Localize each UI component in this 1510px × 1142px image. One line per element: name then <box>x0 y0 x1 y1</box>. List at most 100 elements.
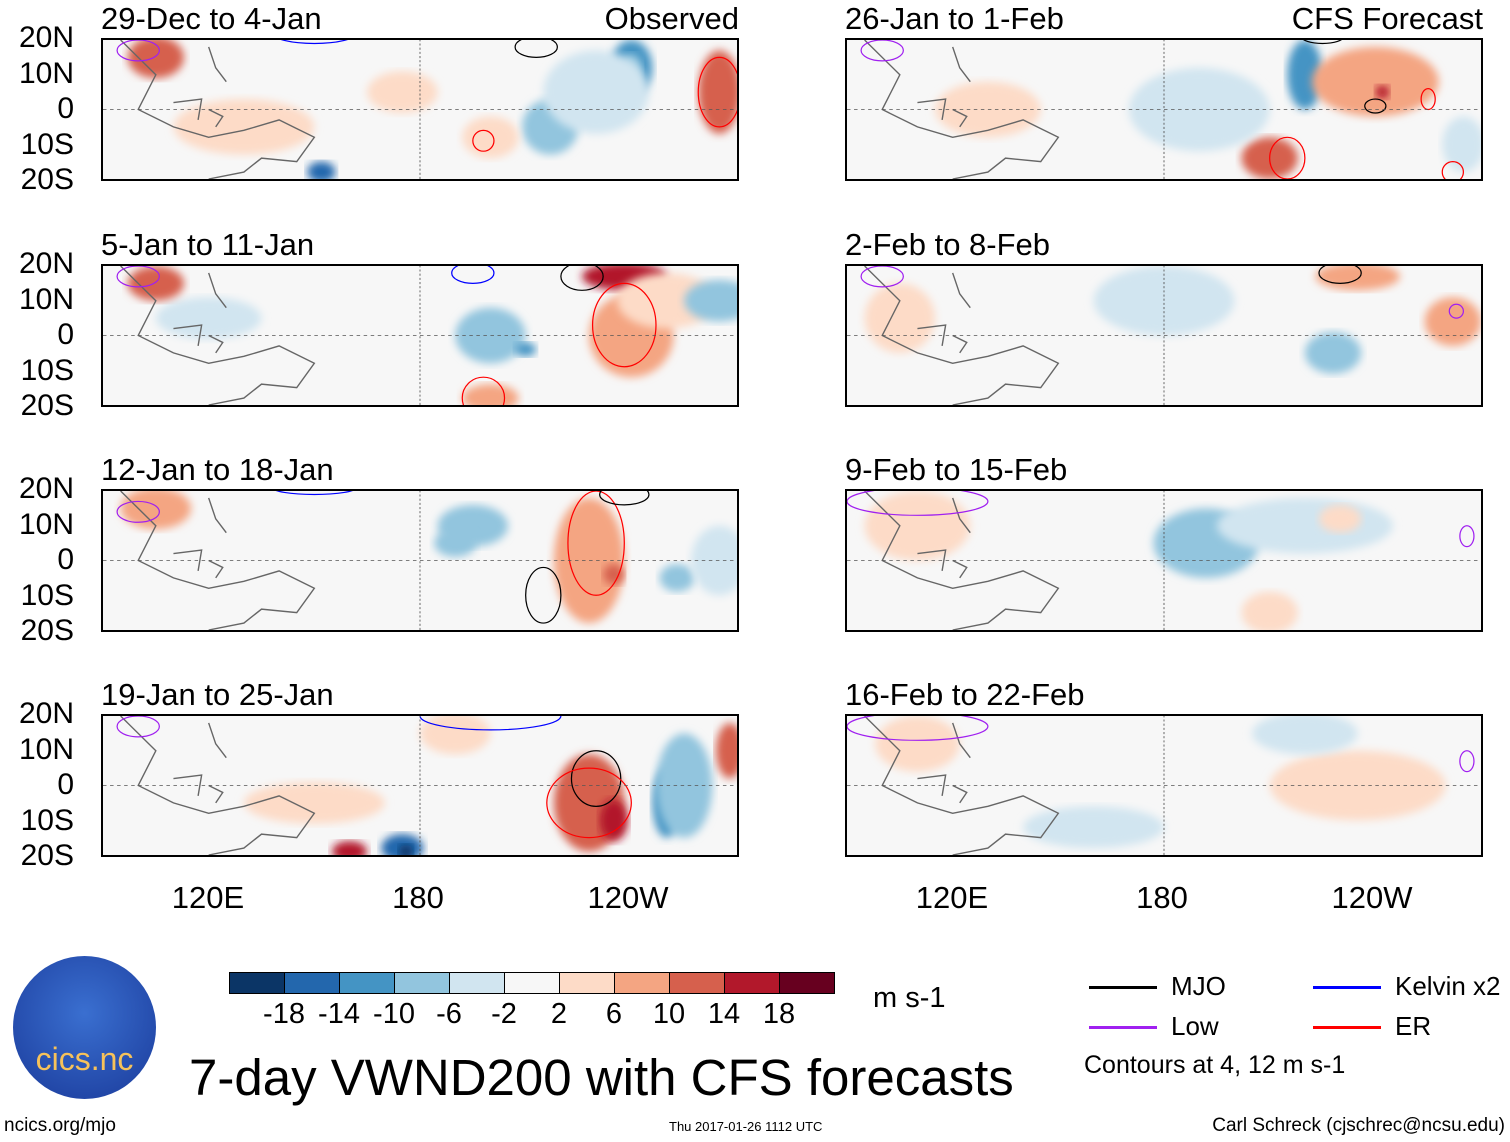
y-tick-label: 20N <box>18 472 74 505</box>
wind-anomaly-region <box>381 834 424 855</box>
panel-title: 9-Feb to 15-Feb <box>845 452 1068 487</box>
wave-contour <box>546 767 632 839</box>
colorbar-label: -6 <box>436 998 462 1030</box>
wave-contour <box>599 491 650 506</box>
wind-anomaly-region <box>331 841 368 855</box>
y-tick-label: 20S <box>20 163 74 196</box>
coastline <box>120 491 316 630</box>
wave-contour <box>461 376 506 405</box>
colorbar-swatch <box>614 972 670 994</box>
coastline <box>864 716 1060 855</box>
coastline <box>917 272 971 354</box>
wind-anomaly-region <box>462 384 519 405</box>
wind-anomaly-region <box>398 844 413 855</box>
y-tick-label: 0 <box>57 92 74 125</box>
logo-text: cics.nc <box>35 1041 134 1077</box>
wind-anomaly-region <box>684 279 737 322</box>
wind-anomaly-region <box>420 716 491 755</box>
wind-anomaly-region <box>617 272 716 329</box>
wave-contour <box>1448 303 1465 319</box>
wave-contour <box>472 129 495 152</box>
wind-anomaly-region <box>243 782 385 824</box>
wave-contour <box>1459 525 1475 548</box>
contour-note: Contours at 4, 12 m s-1 <box>1084 1051 1346 1079</box>
colorbar-label: 18 <box>762 998 796 1030</box>
y-tick-label: 0 <box>57 543 74 576</box>
map-panel <box>845 714 1483 857</box>
wind-anomaly-region <box>127 266 185 301</box>
panel-title: 2-Feb to 8-Feb <box>845 227 1051 262</box>
wind-anomaly-region <box>1375 85 1390 100</box>
coastline <box>120 40 316 179</box>
colorbar-units: m s-1 <box>873 982 946 1014</box>
figure-title: 7-day VWND200 with CFS forecasts <box>189 1049 1014 1106</box>
wind-anomaly-region <box>1304 332 1362 374</box>
colorbar-label: 6 <box>605 998 623 1030</box>
y-tick-label: 10S <box>20 127 74 161</box>
y-tick-label: 20N <box>18 697 74 730</box>
wave-contour <box>1459 750 1475 773</box>
wave-contour <box>1441 161 1465 179</box>
wave-contour <box>847 716 989 741</box>
wind-anomaly-region <box>864 283 936 353</box>
colorbar-label: -14 <box>318 998 360 1030</box>
wave-contour <box>280 40 348 45</box>
colorbar-label: 14 <box>707 998 741 1030</box>
y-tick-label: 20S <box>20 389 74 422</box>
colorbar-swatch <box>284 972 340 994</box>
coastline <box>917 497 971 579</box>
colorbar-label: 10 <box>652 998 686 1030</box>
y-tick-label: 10S <box>20 803 74 837</box>
wind-anomaly-region <box>1424 297 1481 346</box>
map-panel <box>101 264 739 407</box>
x-tick-label: 120W <box>587 880 669 915</box>
y-tick-label: 10N <box>18 732 74 766</box>
legend-line <box>1089 1026 1157 1029</box>
wind-anomaly-region <box>1023 806 1164 849</box>
wind-anomaly-region <box>434 529 477 558</box>
x-tick-label: 120W <box>1331 880 1413 915</box>
wind-anomaly-region <box>1216 497 1393 554</box>
wave-contour <box>591 282 657 368</box>
panel-tag: CFS Forecast <box>1291 1 1483 36</box>
panel-title: 16-Feb to 22-Feb <box>845 677 1085 712</box>
wind-anomaly-region <box>155 297 262 339</box>
legend-label: Kelvin x2 <box>1395 971 1501 1001</box>
wind-anomaly-region <box>1128 67 1270 152</box>
map-panel <box>101 38 739 181</box>
colorbar-label: 2 <box>550 998 568 1030</box>
wave-contour <box>275 491 353 496</box>
legend-line <box>1089 986 1157 989</box>
wave-contour <box>116 716 160 738</box>
legend-label: Low <box>1171 1011 1219 1041</box>
wind-anomaly-region <box>127 40 185 79</box>
legend-label: ER <box>1395 1011 1432 1041</box>
wave-contour <box>860 266 904 288</box>
wave-contour <box>1269 136 1306 179</box>
wind-anomaly-region <box>543 50 649 134</box>
coastline <box>120 716 316 855</box>
y-tick-label: 10N <box>18 507 74 541</box>
panel-title: 26-Jan to 1-Feb <box>845 1 1064 36</box>
colorbar-label: -18 <box>263 998 305 1030</box>
map-panel <box>101 714 739 857</box>
wave-contour <box>860 40 904 62</box>
wind-anomaly-region <box>462 116 519 159</box>
wind-anomaly-region <box>173 99 315 155</box>
colorbar-swatch <box>504 972 560 994</box>
wave-contour <box>1303 40 1342 45</box>
wind-anomaly-region <box>367 71 438 113</box>
panel-title: 19-Jan to 25-Jan <box>101 677 334 712</box>
wind-anomaly-region <box>1093 266 1235 336</box>
x-tick-label: 120E <box>171 880 245 915</box>
y-tick-label: 10N <box>18 282 74 316</box>
cics-logo: cics.nc <box>13 956 156 1099</box>
footer-link[interactable]: ncics.org/mjo <box>4 1115 116 1136</box>
wave-contour <box>514 40 558 58</box>
coastline <box>120 266 316 405</box>
y-tick-label: 0 <box>57 318 74 351</box>
legend-line <box>1313 1026 1381 1029</box>
wind-anomaly-region <box>659 563 695 592</box>
wind-anomaly-region <box>1315 266 1400 291</box>
